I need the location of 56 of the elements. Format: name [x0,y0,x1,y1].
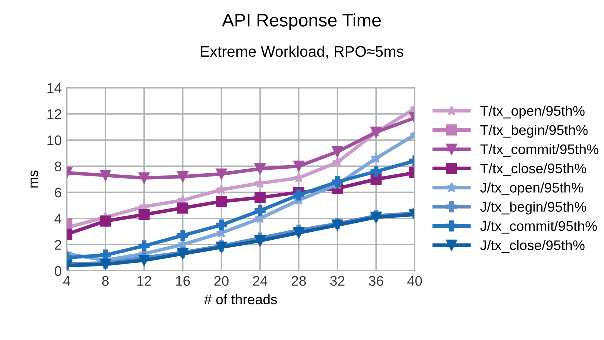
y-tick-label: 2 [55,240,62,250]
point [293,228,305,239]
point [370,166,382,178]
legend-label: T/tx_close/95th% [480,163,586,176]
legend-label: T/tx_commit/95th% [480,144,599,158]
y-axis-title: ms [30,170,38,188]
point [371,153,382,164]
x-tick-label: 8 [102,276,109,286]
point [177,202,189,214]
legend-label: T/tx_begin/95th% [480,125,588,138]
point [216,168,228,180]
point [254,163,266,175]
legend-label: J/tx_begin/95th% [480,202,586,215]
legend-label: J/tx_commit/95th% [480,221,598,234]
x-tick-label: 12 [138,276,152,286]
x-tick-label: 36 [369,276,384,286]
y-tick-label: 12 [48,109,62,120]
point [138,240,150,252]
x-axis-title: # of threads [204,294,278,305]
x-tick-label: 28 [292,276,306,286]
x-tick-label: 20 [214,276,229,286]
y-tick-label: 8 [55,162,62,172]
y-tick-label: 4 [54,214,62,224]
legend-label: J/tx_open/95th% [480,182,584,196]
point [293,190,305,201]
point [177,230,189,242]
point [100,170,112,182]
point [216,220,228,231]
point [138,254,150,266]
point [177,171,189,182]
point [332,156,343,168]
y-tick-label: 0 [54,266,62,276]
y-tick-label: 6 [55,188,62,198]
legend-label: T/tx_open/95th% [480,106,585,119]
legend-label: J/tx_close/95th% [480,240,585,254]
x-tick-label: 40 [408,276,422,286]
point [216,196,228,208]
point [293,160,305,172]
x-tick-label: 4 [63,276,70,286]
point [254,192,266,204]
point [332,146,344,158]
chart-subtitle: Extreme Workload, RPO≈5ms [201,46,404,59]
point [100,216,112,227]
x-tick-label: 32 [330,276,345,286]
point [332,176,344,188]
point [254,235,266,246]
x-tick-label: 24 [253,276,268,286]
point [255,178,266,188]
point [254,205,266,216]
point [216,184,227,195]
x-tick-label: 16 [176,276,190,286]
point [138,172,150,184]
chart-title: API Response Time [222,14,381,30]
point [138,209,150,220]
y-tick-label: 10 [48,136,62,146]
y-tick-label: 14 [48,83,62,94]
